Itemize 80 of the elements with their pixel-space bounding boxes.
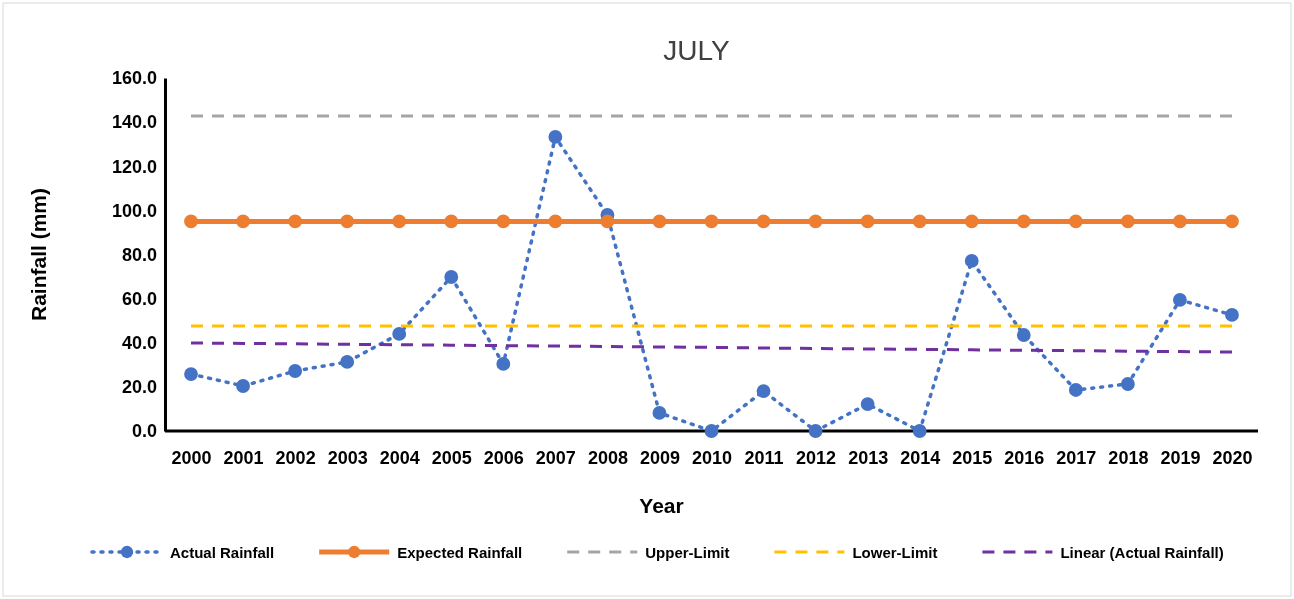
x-tick-label: 2000 bbox=[171, 447, 212, 468]
x-tick-label: 2003 bbox=[327, 447, 368, 468]
y-tick-label: 40.0 bbox=[121, 333, 157, 354]
point bbox=[1173, 214, 1187, 229]
point bbox=[340, 355, 355, 369]
x-tick-label: 2020 bbox=[1212, 447, 1253, 468]
point bbox=[184, 367, 198, 381]
x-axis-title: Year bbox=[639, 494, 684, 517]
point bbox=[1120, 377, 1135, 391]
point bbox=[392, 327, 407, 341]
point bbox=[756, 384, 771, 398]
x-tick-label: 2008 bbox=[587, 447, 628, 468]
point bbox=[808, 424, 823, 438]
point bbox=[444, 270, 459, 284]
point bbox=[444, 214, 459, 229]
point bbox=[392, 214, 407, 229]
x-tick-label: 2018 bbox=[1108, 447, 1149, 468]
point bbox=[236, 214, 250, 229]
point bbox=[1016, 328, 1031, 342]
point bbox=[756, 214, 771, 229]
legend-label: Actual Rainfall bbox=[170, 544, 275, 561]
point bbox=[1225, 214, 1239, 229]
point bbox=[860, 397, 875, 411]
point bbox=[912, 214, 927, 229]
point bbox=[496, 357, 511, 371]
point bbox=[236, 379, 250, 393]
point bbox=[1173, 293, 1187, 307]
point bbox=[1068, 383, 1083, 397]
y-tick-label: 20.0 bbox=[121, 377, 157, 398]
x-tick-label: 2009 bbox=[639, 447, 680, 468]
legend-label: Upper-Limit bbox=[645, 544, 730, 561]
point bbox=[964, 254, 979, 268]
x-tick-label: 2015 bbox=[952, 447, 993, 468]
point bbox=[1225, 308, 1239, 322]
y-tick-label: 140.0 bbox=[111, 112, 157, 133]
x-tick-label: 2011 bbox=[744, 447, 784, 468]
point bbox=[912, 424, 927, 438]
legend-label: Linear (Actual Rainfall) bbox=[1060, 544, 1224, 561]
point bbox=[1016, 214, 1031, 229]
y-tick-label: 120.0 bbox=[111, 156, 157, 177]
point bbox=[704, 424, 719, 438]
x-tick-label: 2017 bbox=[1056, 447, 1097, 468]
point bbox=[860, 214, 875, 229]
y-axis-title: Rainfall (mm) bbox=[27, 187, 50, 322]
y-tick-label: 0.0 bbox=[131, 421, 157, 442]
x-tick-label: 2006 bbox=[483, 447, 524, 468]
point bbox=[600, 214, 615, 229]
x-tick-label: 2002 bbox=[275, 447, 316, 468]
point bbox=[548, 214, 563, 229]
x-tick-label: 2010 bbox=[691, 447, 733, 468]
point bbox=[1120, 214, 1135, 229]
point bbox=[496, 214, 511, 229]
x-tick-label: 2001 bbox=[223, 447, 264, 468]
chart-title: JULY bbox=[663, 35, 731, 66]
point bbox=[652, 406, 667, 420]
point bbox=[288, 214, 303, 229]
point bbox=[704, 214, 719, 229]
point bbox=[184, 214, 198, 229]
x-tick-label: 2007 bbox=[535, 447, 576, 468]
x-tick-label: 2019 bbox=[1160, 447, 1201, 468]
y-tick-label: 60.0 bbox=[121, 288, 157, 309]
point bbox=[808, 214, 823, 229]
point bbox=[288, 364, 303, 378]
y-tick-label: 160.0 bbox=[111, 68, 157, 89]
y-tick-label: 100.0 bbox=[111, 200, 157, 221]
y-tick-label: 80.0 bbox=[121, 244, 157, 265]
x-tick-label: 2004 bbox=[379, 447, 420, 468]
point bbox=[652, 214, 667, 229]
line-series bbox=[189, 341, 1234, 354]
point bbox=[1068, 214, 1083, 229]
point bbox=[340, 214, 355, 229]
x-tick-label: 2014 bbox=[900, 447, 941, 468]
legend-label: Expected Rainfall bbox=[397, 544, 523, 561]
point bbox=[548, 130, 563, 144]
x-tick-label: 2013 bbox=[848, 447, 889, 468]
legend-label: Lower-Limit bbox=[852, 544, 938, 561]
x-tick-label: 2005 bbox=[431, 447, 472, 468]
x-tick-label: 2012 bbox=[796, 447, 837, 468]
point bbox=[964, 214, 979, 229]
x-tick-label: 2016 bbox=[1004, 447, 1045, 468]
